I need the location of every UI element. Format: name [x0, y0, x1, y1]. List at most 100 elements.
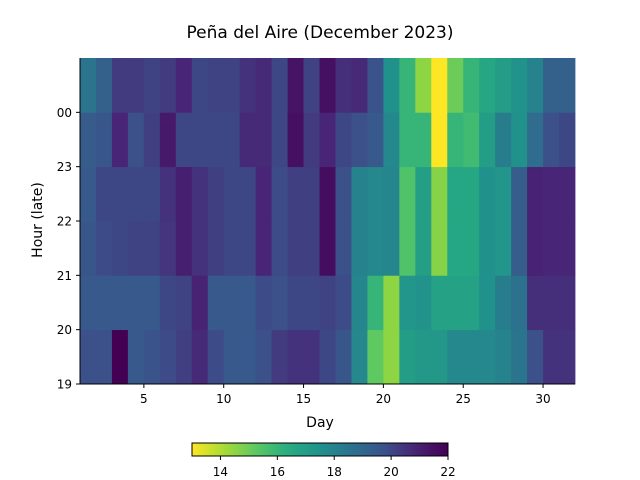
x-axis-label: Day [306, 415, 334, 431]
y-tick-label: 19 [57, 378, 72, 392]
heatmap-cell [367, 166, 384, 222]
heatmap-cell [303, 58, 320, 113]
heatmap-cell [143, 329, 161, 385]
heatmap-cell [127, 221, 145, 276]
heatmap-cell [239, 221, 257, 276]
heatmap-cell [559, 329, 576, 385]
heatmap-cell [223, 275, 241, 331]
heatmap-cell [191, 166, 209, 222]
heatmap-cell [399, 166, 416, 222]
heatmap-cell [319, 275, 336, 331]
heatmap-cell [175, 275, 193, 331]
heatmap-cell [559, 112, 576, 168]
heatmap-cell [287, 221, 304, 276]
heatmap-cell [335, 329, 352, 385]
colorbar-gradient [191, 442, 449, 457]
heatmap-cell [559, 58, 576, 113]
heatmap-cell [527, 221, 544, 276]
heatmap-cell [479, 166, 496, 222]
heatmap-cell [255, 112, 273, 168]
heatmap-cell [271, 329, 288, 385]
heatmap-cell [175, 329, 193, 385]
heatmap-cell [207, 221, 225, 276]
heatmap-cell [303, 166, 320, 222]
heatmap-cell [80, 275, 97, 331]
heatmap-cell [447, 275, 464, 331]
heatmap-cell [95, 275, 113, 331]
y-axis-label: Hour (late) [30, 182, 46, 258]
heatmap-cell [271, 58, 288, 113]
heatmap-cell [80, 166, 97, 222]
y-tick-label: 22 [57, 215, 72, 229]
heatmap-cell [559, 221, 576, 276]
heatmap-cell [479, 221, 496, 276]
heatmap-cell [399, 221, 416, 276]
heatmap-cell [143, 166, 161, 222]
heatmap-cell [255, 329, 273, 385]
heatmap-cell [463, 329, 480, 385]
heatmap-cell [431, 329, 448, 385]
colorbar-tick-label: 16 [270, 465, 285, 479]
heatmap-cell [207, 275, 225, 331]
heatmap-cell [111, 329, 129, 385]
heatmap-cell [80, 329, 97, 385]
heatmap-cell [543, 221, 560, 276]
heatmap-cell [527, 275, 544, 331]
heatmap-cell [495, 329, 512, 385]
heatmap-cell [367, 221, 384, 276]
heatmap-cell [191, 329, 209, 385]
heatmap-cell [159, 329, 177, 385]
heatmap-cell [479, 275, 496, 331]
y-tick-label: 00 [57, 106, 72, 120]
heatmap-cell [239, 275, 257, 331]
heatmap-cell [431, 275, 448, 331]
heatmap-cell [415, 221, 432, 276]
heatmap-cell [367, 275, 384, 331]
heatmap-cell [175, 166, 193, 222]
heatmap-cell [143, 112, 161, 168]
heatmap-cell [351, 329, 368, 385]
colorbar-tick-label: 14 [213, 465, 228, 479]
heatmap-cell [463, 275, 480, 331]
heatmap-cell [175, 221, 193, 276]
heatmap-cell [383, 58, 400, 113]
x-tick-label: 30 [535, 392, 550, 406]
heatmap-cell [527, 112, 544, 168]
heatmap-cell [111, 112, 129, 168]
heatmap-cell [143, 58, 161, 113]
heatmap-cell [239, 166, 257, 222]
x-tick-label: 5 [140, 392, 148, 406]
heatmap-cell [191, 112, 209, 168]
y-axis: 19 20 21 22 23 00 [57, 106, 80, 392]
heatmap-cell [367, 329, 384, 385]
heatmap-cell [479, 329, 496, 385]
y-tick-label: 20 [57, 323, 72, 337]
heatmap-cell [495, 221, 512, 276]
heatmap-cell [335, 166, 352, 222]
heatmap-cell [95, 58, 113, 113]
heatmap-cell [351, 166, 368, 222]
heatmap-cell [495, 58, 512, 113]
heatmap-cell [271, 275, 288, 331]
heatmap-cell [351, 275, 368, 331]
x-axis: 5 10 15 20 25 30 [140, 384, 551, 406]
heatmap-cell [335, 58, 352, 113]
heatmap-cell [447, 329, 464, 385]
heatmap-cell [223, 329, 241, 385]
heatmap-cell [383, 112, 400, 168]
heatmap-cell [159, 221, 177, 276]
heatmap-cell [367, 58, 384, 113]
heatmap-cell [431, 166, 448, 222]
heatmap-cell [559, 166, 576, 222]
heatmap-cell [511, 329, 528, 385]
heatmap-cell [127, 275, 145, 331]
heatmap-cell [175, 112, 193, 168]
heatmap-cell [463, 166, 480, 222]
x-tick-label: 25 [456, 392, 471, 406]
heatmap-cell [463, 58, 480, 113]
heatmap-cell [223, 58, 241, 113]
heatmap-cell [95, 112, 113, 168]
heatmap-cell [383, 166, 400, 222]
heatmap-cell [463, 112, 480, 168]
